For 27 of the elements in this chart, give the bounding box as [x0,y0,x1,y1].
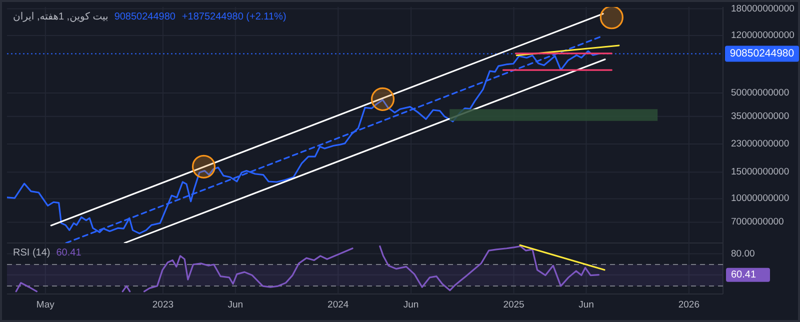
y-tick-label: 35000000000 [731,110,790,122]
ref-line-label: 90850244980 [730,48,794,60]
x-tick-label: May [36,300,55,310]
y-tick-label: 23000000000 [731,138,790,150]
text: 90850244980 [114,12,176,22]
y-tick-label: 80.00 [731,248,755,260]
y-tick-label: 120000000000 [731,30,794,41]
x-tick-label: 2025 [503,300,524,310]
chart-title: RSI (14) [13,248,50,258]
x-tick-label: 2024 [328,300,349,310]
point [600,7,624,30]
annotation: +1875244980 (+2.11%) [182,12,286,22]
y-tick-label: 180000000000 [731,3,794,14]
y-tick-label: 50000000000 [731,87,790,98]
y-tick-label: 7000000000 [731,216,784,228]
chart-subtitle: 60.41 [56,248,82,258]
x-tick-label: Jun [578,300,594,310]
point [370,87,395,111]
x-tick-label: Jun [228,300,244,310]
y-tick-label: 15000000000 [731,166,790,178]
y-tick-label: 60.41 [731,269,756,280]
x-tick-label: 2026 [678,300,700,310]
point [192,154,216,178]
text: بیت کوین, 1هفته, ایران [13,12,108,22]
y-tick-label: 10000000000 [731,193,790,204]
x-tick-label: Jun [403,300,419,310]
x-tick-label: 2023 [152,300,174,310]
